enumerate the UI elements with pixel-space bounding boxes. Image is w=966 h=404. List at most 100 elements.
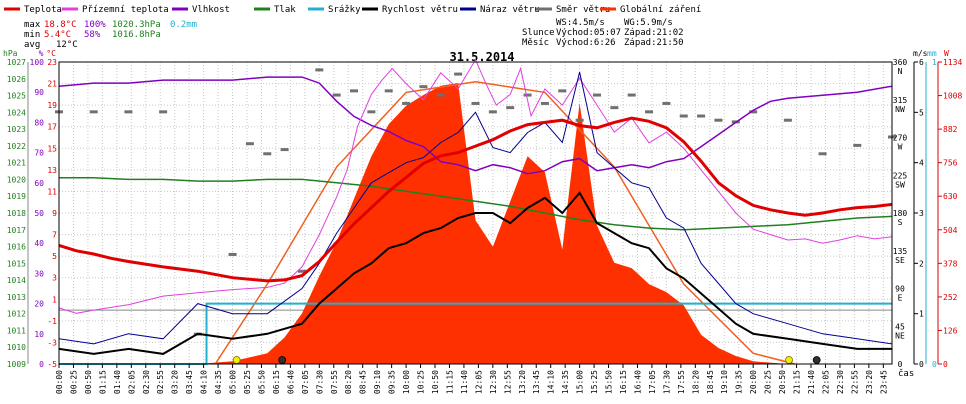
wind-direction-point bbox=[645, 110, 654, 114]
ground-temperature-line bbox=[58, 58, 893, 314]
axis-unit-label: % bbox=[39, 49, 44, 58]
chart-title: 31.5.2014 bbox=[449, 50, 514, 64]
axis-tick-label: 21:15 bbox=[793, 370, 802, 394]
plot-area bbox=[55, 58, 896, 365]
axis-tick-label: 00:50 bbox=[84, 370, 93, 394]
axis-tick-label: 7 bbox=[52, 231, 57, 240]
axis-tick-label: 30 bbox=[34, 269, 44, 278]
axis-tick-label: 12:05 bbox=[474, 370, 483, 394]
axis-tick-label: 11 bbox=[47, 187, 57, 196]
axis-tick-label: 18:20 bbox=[691, 370, 700, 394]
legend-item: Přízemní teplota bbox=[62, 5, 169, 15]
axis-tick-label: 360 bbox=[893, 58, 908, 67]
legend-item: Teplota bbox=[4, 5, 62, 15]
stats-panel: max 18.8°C 100% 1020.3hPa 0.2mm min 5.4°… bbox=[24, 20, 197, 50]
axis-tick-label: SE bbox=[895, 256, 905, 265]
sun-set: Západ:21:02 bbox=[624, 28, 684, 38]
axis-tick-label: 17:55 bbox=[677, 370, 686, 394]
moon-set: Západ:21:50 bbox=[624, 38, 684, 48]
axis-unit-label: °C bbox=[46, 49, 56, 58]
axis-tick-label: 882 bbox=[943, 125, 958, 134]
wind-direction-point bbox=[263, 152, 272, 156]
moonrise-icon bbox=[278, 356, 287, 364]
axis-tick-label: 630 bbox=[943, 192, 958, 201]
stat-avg-temp: 12°C bbox=[56, 40, 78, 50]
legend: Teplota Přízemní teplota Vlhkost Tlak Srážky… bbox=[4, 5, 701, 15]
wind-direction-point bbox=[575, 118, 584, 122]
legend-label: Rychlost větru bbox=[382, 5, 458, 15]
axis-percent: % 0 10 20 30 40 50 60 70 80 90 100 bbox=[30, 49, 45, 369]
axis-tick-label: NW bbox=[895, 105, 905, 114]
temperature-line bbox=[58, 116, 893, 283]
wind-gust-summary: WG:5.9m/s bbox=[624, 18, 673, 28]
axis-tick-label: 22:55 bbox=[850, 370, 859, 394]
legend-item: Náraz větru bbox=[460, 5, 540, 15]
axis-tick-label: 0 bbox=[919, 360, 924, 369]
axis-tick-label: 19 bbox=[47, 101, 57, 110]
axis-tick-label: 08:20 bbox=[344, 370, 353, 394]
axis-tick-label: -5 bbox=[47, 360, 57, 369]
axis-tick-label: 13:20 bbox=[518, 370, 527, 394]
axis-tick-label: 5 bbox=[919, 108, 924, 117]
axis-tick-label: 20:25 bbox=[764, 370, 773, 394]
wind-direction-point bbox=[402, 101, 411, 105]
axis-tick-label: 1009 bbox=[7, 360, 26, 369]
axis-tick-label: 9 bbox=[52, 209, 57, 218]
wind-direction-point bbox=[679, 114, 688, 118]
stat-min-press: 1016.8hPa bbox=[112, 30, 161, 40]
axis-tick-label: 12:30 bbox=[489, 370, 498, 394]
axis-tick-label: 80 bbox=[34, 118, 44, 127]
axis-tick-label: -1 bbox=[47, 317, 57, 326]
wind-direction-point bbox=[245, 142, 254, 146]
axis-wind-speed: m/s 0 1 2 3 4 5 6 bbox=[913, 49, 928, 369]
wind-direction-point bbox=[818, 152, 827, 156]
axis-tick-label: 22:30 bbox=[836, 370, 845, 394]
legend-item: Vlhkost bbox=[172, 5, 230, 15]
axis-tick-label: 17 bbox=[47, 123, 57, 132]
wind-direction-point bbox=[471, 101, 480, 105]
axis-time-unit-label: čas bbox=[898, 368, 914, 379]
wind-direction-point bbox=[297, 269, 306, 273]
axis-tick-label: 1024 bbox=[7, 108, 26, 117]
wind-gust-line bbox=[58, 71, 893, 345]
axis-tick-label: 126 bbox=[943, 326, 958, 335]
axis-tick-label: 756 bbox=[943, 159, 958, 168]
axis-tick-label: 90 bbox=[34, 88, 44, 97]
axis-tick-label: 19:35 bbox=[735, 370, 744, 394]
wind-direction-point bbox=[124, 110, 133, 114]
axis-tick-label: 3 bbox=[52, 274, 57, 283]
axis-tick-label: 15 bbox=[47, 144, 57, 153]
axis-tick-label: 10:00 bbox=[402, 370, 411, 394]
axis-tick-label: 0 bbox=[898, 360, 903, 369]
wind-direction-point bbox=[488, 110, 497, 114]
axis-tick-label: SW bbox=[895, 180, 905, 189]
pressure-line bbox=[59, 177, 893, 231]
axis-tick-label: 2 bbox=[919, 259, 924, 268]
wind-speed-summary: WS:4.5m/s bbox=[556, 18, 605, 28]
wind-direction-point bbox=[228, 252, 237, 256]
plot-frame bbox=[58, 61, 893, 365]
axis-tick-label: 04:10 bbox=[200, 370, 209, 394]
axis-unit-label: hPa bbox=[3, 49, 18, 58]
axis-tick-label: 60 bbox=[34, 179, 44, 188]
axis-tick-label: 5 bbox=[52, 252, 57, 261]
axis-radiation: W 0 126 252 378 504 630 756 882 1008 1134 bbox=[937, 49, 962, 369]
axis-tick-label: 07:05 bbox=[301, 370, 310, 394]
wind-direction-point bbox=[749, 110, 758, 114]
axis-tick-label: 1 bbox=[932, 58, 937, 67]
axis-tick-label: 315 bbox=[893, 96, 908, 105]
axis-tick-label: 03:45 bbox=[185, 370, 194, 394]
axis-tick-label: 1021 bbox=[7, 159, 26, 168]
axis-tick-label: 252 bbox=[943, 293, 958, 302]
legend-item: Rychlost větru bbox=[362, 5, 458, 15]
humidity-line bbox=[58, 76, 893, 175]
sun-moon-info: WS:4.5m/s WG:5.9m/s Slunce Východ:05:07 … bbox=[522, 18, 684, 48]
axis-tick-label: 1 bbox=[52, 295, 57, 304]
axis-tick-label: 15:50 bbox=[605, 370, 614, 394]
axis-tick-label: 1019 bbox=[7, 192, 26, 201]
axis-tick-label: 0 bbox=[932, 360, 937, 369]
wind-direction-point bbox=[627, 93, 636, 97]
axis-tick-label: 21 bbox=[47, 80, 57, 89]
axis-tick-label: 09:35 bbox=[388, 370, 397, 394]
axis-tick-label: 06:15 bbox=[272, 370, 281, 394]
